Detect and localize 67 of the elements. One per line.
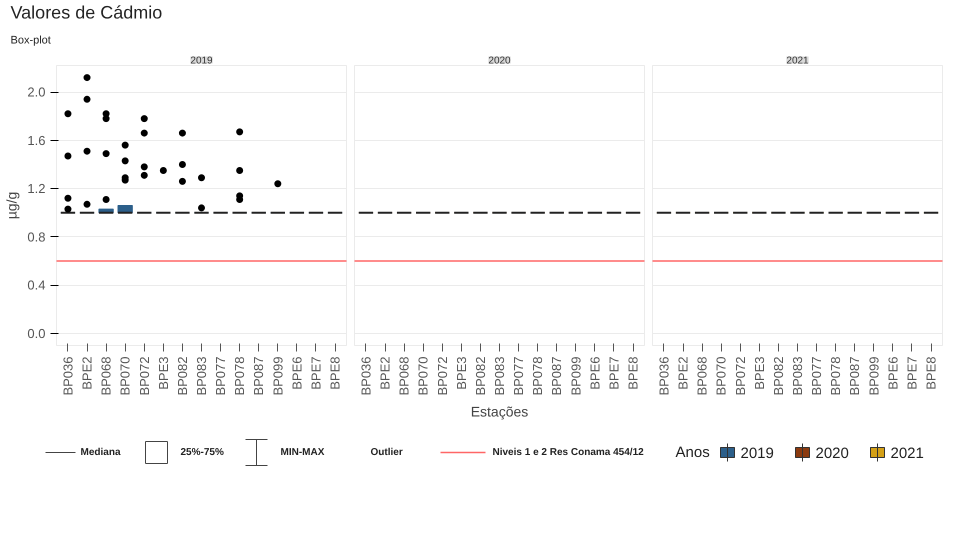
x-tick-label: BPE2 [676,356,691,390]
x-tick-label: BP087 [847,356,862,396]
legend-label: Niveis 1 e 2 Res Conama 454/12 [492,447,644,458]
x-tick-label: BP083 [790,356,805,396]
chart-title: 2019 [190,56,214,66]
legend-title: Anos [676,444,710,461]
x-tick-label: BP078 [232,356,248,396]
x-tick-label: BP072 [136,356,152,396]
text: Mediana [80,447,121,458]
x-tick-label: BPE8 [924,356,939,390]
chart-title: 2020 [488,56,512,66]
x-tick-label: BP087 [251,356,266,396]
y-tick-label: 0.0 [27,326,46,341]
x-tick-label: BPE7 [606,356,622,390]
x-tick-label: BP078 [530,356,546,396]
x-tick-label: BP082 [472,356,488,396]
text: Valores de Cádmio [10,2,162,22]
x-tick-label: BP082 [174,356,190,396]
legend-label: 2019 [740,445,774,462]
x-tick-label: BP036 [60,356,76,396]
x-tick-label: BP068 [98,356,114,396]
x-tick-label: BPE6 [289,356,304,390]
x-tick-label: BPE8 [626,356,641,390]
x-tick-label: BPE6 [885,356,900,390]
x-tick-label: BP077 [511,356,526,396]
y-tick-label: 1.2 [27,181,46,196]
y-tick-label: 2.0 [27,84,46,100]
x-tick-label: BP082 [770,356,786,396]
legend-label: 2021 [890,445,924,462]
y-tick-label: 1.6 [27,132,46,148]
x-tick-label: BP072 [732,356,748,396]
x-tick-label: BPE3 [752,356,767,390]
x-tick-label: BP087 [549,356,564,396]
x-axis-title: Estações [470,404,528,420]
x-tick-label: BP068 [396,356,412,396]
x-tick-label: BP083 [194,356,209,396]
text: Outlier [370,447,403,458]
x-tick-label: BPE2 [378,356,393,390]
text: 25%-75% [180,447,224,458]
chart-title: 2021 [786,56,810,66]
x-tick-label: BP036 [358,356,374,396]
y-axis-title: µg/g [3,192,20,220]
x-tick-label: BP077 [809,356,824,396]
x-tick-label: BP072 [434,356,450,396]
legend-label: 2020 [816,445,849,462]
x-tick-label: BPE8 [328,356,343,390]
x-tick-label: BP083 [492,356,507,396]
x-tick-label: BPE3 [454,356,469,390]
x-tick-label: BPE7 [308,356,324,390]
x-tick-label: BP068 [694,356,710,396]
x-tick-label: BP070 [416,356,431,396]
x-tick-label: BP078 [828,356,844,396]
text: Box-plot [10,34,51,46]
x-tick-label: BP036 [656,356,672,396]
x-tick-label: BP099 [270,356,286,396]
y-tick-label: 0.8 [27,229,46,244]
x-tick-label: BP070 [118,356,133,396]
x-tick-label: BPE2 [80,356,95,390]
x-tick-label: BP070 [714,356,729,396]
x-tick-label: BP099 [568,356,584,396]
x-tick-label: BPE7 [904,356,920,390]
text: MIN-MAX [280,447,325,458]
x-tick-label: BPE3 [156,356,171,390]
x-tick-label: BP077 [213,356,228,396]
y-tick-label: 0.4 [27,278,46,293]
x-tick-label: BP099 [866,356,882,396]
x-tick-label: BPE6 [587,356,602,390]
